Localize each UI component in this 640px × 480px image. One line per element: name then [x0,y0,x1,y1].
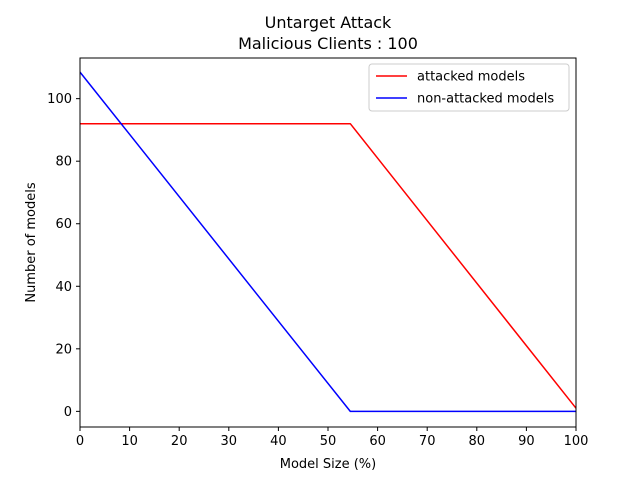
plot-area [80,58,576,427]
y-tick-label: 80 [55,155,72,170]
x-tick-label: 70 [419,434,436,449]
series-line-1 [80,122,577,409]
x-tick-label: 30 [221,434,238,449]
y-axis-ticks: 0 20 40 60 80 100 [47,92,80,420]
y-tick-label: 100 [47,92,72,107]
chart-title: Untarget Attack [265,13,392,32]
chart-subtitle: Malicious Clients : 100 [238,34,418,53]
x-tick-label: 20 [171,434,188,449]
x-tick-label: 50 [320,434,337,449]
x-tick-label: 60 [369,434,386,449]
x-tick-label: 100 [564,434,589,449]
legend-label-2: non-attacked models [417,92,554,107]
y-tick-label: 20 [55,342,72,357]
x-axis-label: Model Size (%) [280,457,376,472]
series-layer [79,71,577,413]
legend: attacked models non-attacked models [368,63,570,112]
series-line-2 [79,71,576,413]
x-tick-label: 80 [469,434,486,449]
legend-label-1: attacked models [417,70,525,85]
y-tick-label: 0 [64,405,72,420]
y-tick-label: 40 [55,280,72,295]
y-axis-label: Number of models [24,182,39,302]
x-tick-label: 90 [518,434,535,449]
legend-frame [368,63,570,112]
x-tick-label: 0 [76,434,84,449]
x-tick-label: 40 [270,434,287,449]
x-axis-ticks: 0 10 20 30 40 50 60 70 80 90 100 [76,427,589,449]
y-tick-label: 60 [55,217,72,232]
x-tick-label: 10 [121,434,138,449]
